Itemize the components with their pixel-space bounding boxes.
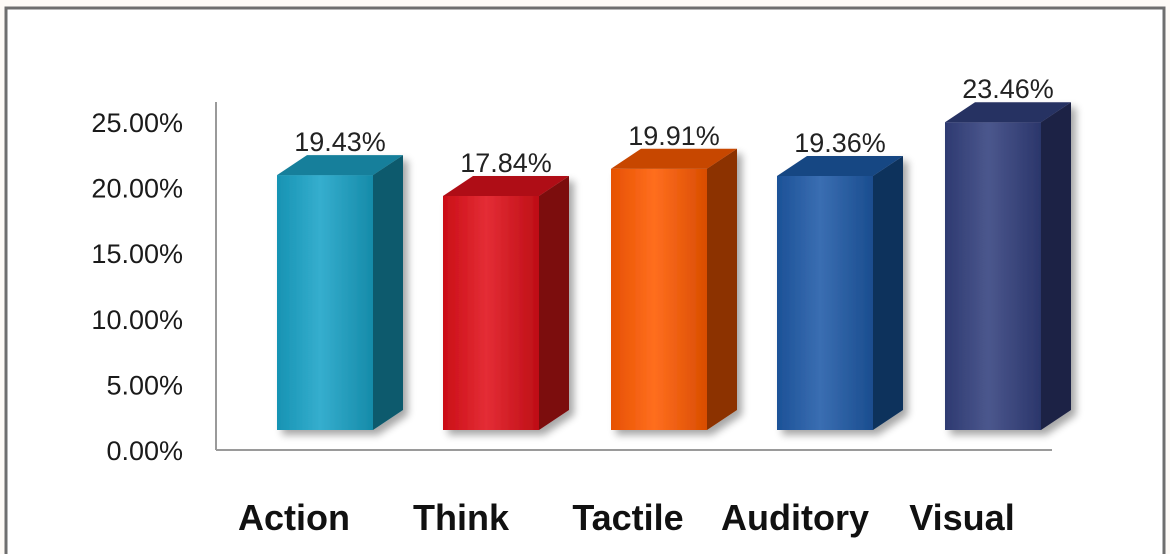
data-label: 17.84%: [460, 148, 552, 178]
bar-action: [277, 155, 403, 430]
y-tick-label: 15.00%: [91, 239, 183, 269]
data-label: 19.36%: [794, 128, 886, 158]
category-label: Action: [238, 497, 350, 538]
category-label: Visual: [909, 497, 1014, 538]
bar-tactile: [611, 148, 737, 430]
data-label: 23.46%: [962, 74, 1054, 104]
y-tick-label: 20.00%: [91, 174, 183, 204]
bar-front: [277, 175, 373, 430]
bar-auditory: [777, 155, 903, 430]
y-tick-label: 5.00%: [106, 370, 183, 400]
y-tick-label: 25.00%: [91, 108, 183, 138]
bar-front: [443, 195, 539, 430]
bar-visual: [945, 102, 1071, 430]
y-tick-label: 0.00%: [106, 436, 183, 466]
y-tick-label: 10.00%: [91, 305, 183, 335]
axes: [215, 102, 1052, 451]
category-label: Tactile: [572, 497, 683, 538]
labels: 0.00% 5.00% 10.00% 15.00% 20.00% 25.00% 19.43%…: [91, 74, 1053, 538]
bar-top: [611, 148, 737, 169]
bar-side: [1041, 102, 1071, 430]
category-label: Auditory: [721, 497, 869, 538]
bar-side: [373, 155, 403, 430]
bar-front: [611, 168, 707, 430]
data-label: 19.43%: [294, 127, 386, 157]
bar-top: [945, 102, 1071, 123]
bar-top: [277, 155, 403, 176]
bar-top: [443, 175, 569, 196]
bar-side: [873, 155, 903, 430]
bar-side: [707, 148, 737, 430]
category-label: Think: [413, 497, 510, 538]
data-label: 19.91%: [628, 121, 720, 151]
bar-think: [443, 175, 569, 430]
bar-front: [777, 175, 873, 430]
bars: [277, 102, 1071, 430]
bar-side: [539, 175, 569, 430]
bar-top: [777, 155, 903, 176]
bar-front: [945, 122, 1041, 430]
